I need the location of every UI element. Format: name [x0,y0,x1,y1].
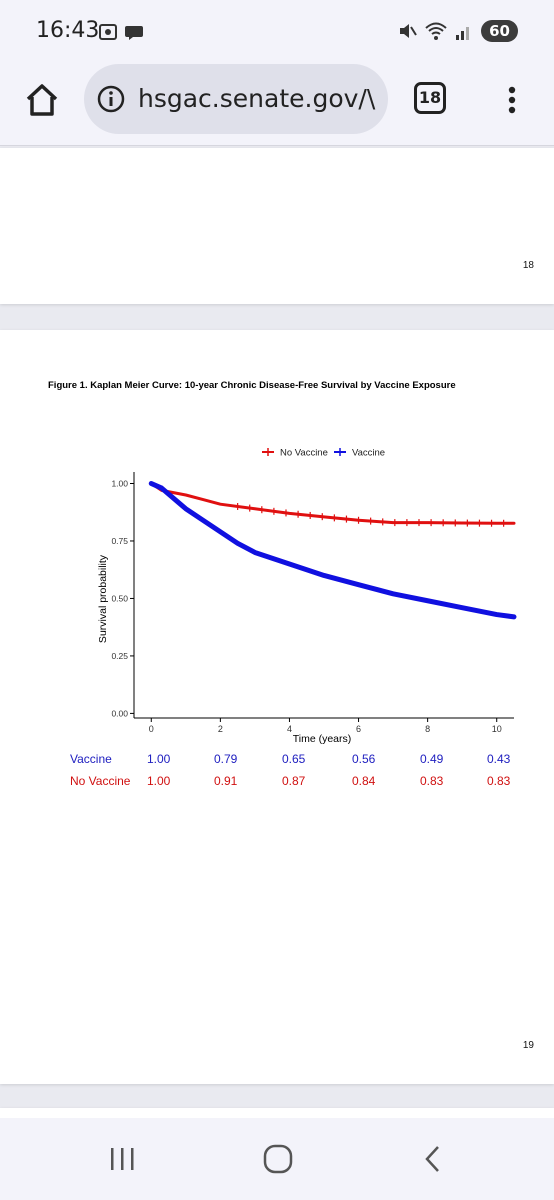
mute-icon [400,24,417,38]
status-time: 16:43 [36,18,100,43]
table-cell: 0.79 [214,752,238,766]
table-cell: 0.91 [214,774,238,788]
y-tick-label: 0.75 [111,536,128,546]
x-tick-label: 10 [492,724,502,734]
x-axis-label: Time (years) [293,733,352,745]
table-cell: 0.43 [487,752,511,766]
table-cell: 0.83 [420,774,444,788]
pdf-page-19: Figure 1. Kaplan Meier Curve: 10-year Ch… [0,330,554,1084]
y-tick-label: 0.25 [111,651,128,661]
url-text[interactable]: hsgac.senate.gov/\ [138,84,376,113]
wifi-icon [425,22,447,40]
tab-switcher-button[interactable]: 18 [414,82,446,114]
y-tick-label: 0.00 [111,708,128,718]
system-navigation-bar [0,1118,554,1200]
recent-apps-icon[interactable] [108,1146,138,1172]
status-system-icons: 60 [397,20,518,42]
legend-label: No Vaccine [280,448,328,459]
table-row-label: No Vaccine [70,774,131,788]
signal-icon [456,27,470,40]
page-number: 19 [522,1040,534,1051]
figure-caption: Figure 1. Kaplan Meier Curve: 10-year Ch… [48,380,456,391]
series-line-no-vaccine [149,481,516,525]
legend-label: Vaccine [352,448,385,459]
x-tick-label: 0 [149,724,154,734]
table-row-label: Vaccine [70,752,112,766]
table-cell: 0.87 [282,774,306,788]
home-nav-icon[interactable] [262,1144,294,1174]
series-line-vaccine [148,480,517,620]
y-axis-label: Survival probability [97,554,109,643]
address-bar[interactable]: hsgac.senate.gov/\ [84,64,388,134]
x-tick-label: 4 [287,724,292,734]
table-cell: 1.00 [147,752,171,766]
status-bar: 16:43 60 [0,0,554,62]
status-notification-icons [98,22,144,42]
browser-toolbar: hsgac.senate.gov/\ 18 [0,62,554,146]
table-cell: 0.49 [420,752,444,766]
table-cell: 0.83 [487,774,511,788]
screenshot-icon [99,24,117,40]
table-cell: 0.65 [282,752,306,766]
y-tick-label: 0.50 [111,593,128,603]
x-tick-label: 8 [425,724,430,734]
chat-icon [125,26,143,40]
pdf-page-18: 18 [0,148,554,304]
x-tick-label: 6 [356,724,361,734]
table-cell: 0.56 [352,752,376,766]
site-info-icon[interactable] [96,84,126,114]
home-icon[interactable] [22,80,62,120]
battery-indicator: 60 [481,20,518,42]
more-options-icon[interactable] [500,80,524,120]
kaplan-meier-chart: 0.00 0.25 0.50 0.75 1.00 0 2 4 6 8 10 Time (years) S… [97,448,517,745]
y-tick-label: 1.00 [111,478,128,488]
page-number: 18 [522,260,534,271]
x-tick-label: 2 [218,724,223,734]
table-cell: 0.84 [352,774,376,788]
table-cell: 1.00 [147,774,171,788]
pdf-page-20 [0,1108,554,1118]
back-icon[interactable] [420,1144,446,1174]
